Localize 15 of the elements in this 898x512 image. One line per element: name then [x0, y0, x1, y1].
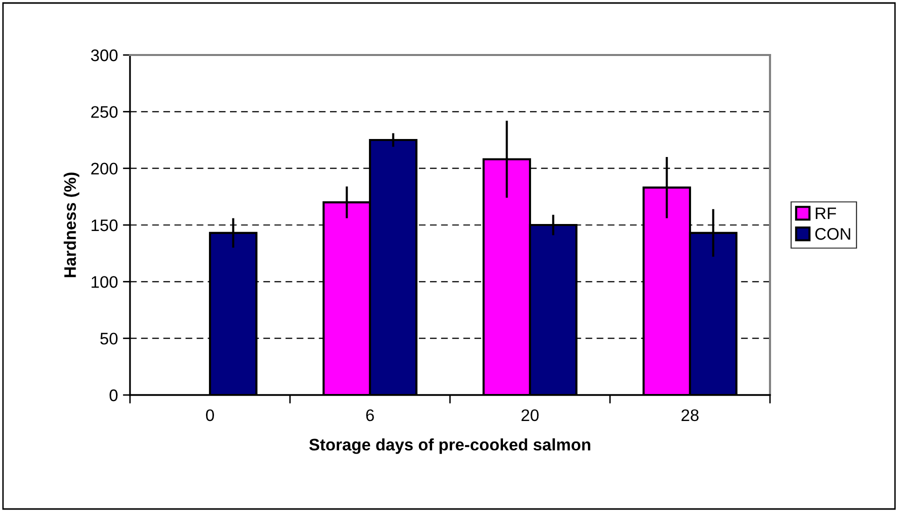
- legend-label: CON: [815, 228, 850, 240]
- y-tick-label: 0: [110, 389, 118, 402]
- y-tick-label: 150: [92, 219, 118, 232]
- y-tick-label: 200: [91, 162, 118, 175]
- y-tick-label: 100: [92, 276, 118, 288]
- y-tick-label: 50: [100, 332, 118, 345]
- legend-label: RF: [816, 208, 836, 220]
- x-axis-title: Storage days of pre-cooked salmon: [309, 438, 590, 454]
- y-tick-label: 300: [91, 49, 118, 62]
- y-axis-title: Hardness (%): [64, 172, 80, 278]
- x-tick-label: 28: [682, 409, 699, 422]
- x-tick-label: 0: [206, 409, 214, 422]
- y-tick-label: 250: [91, 106, 118, 118]
- x-tick-label: 20: [522, 409, 539, 422]
- x-tick-label: 6: [366, 409, 374, 422]
